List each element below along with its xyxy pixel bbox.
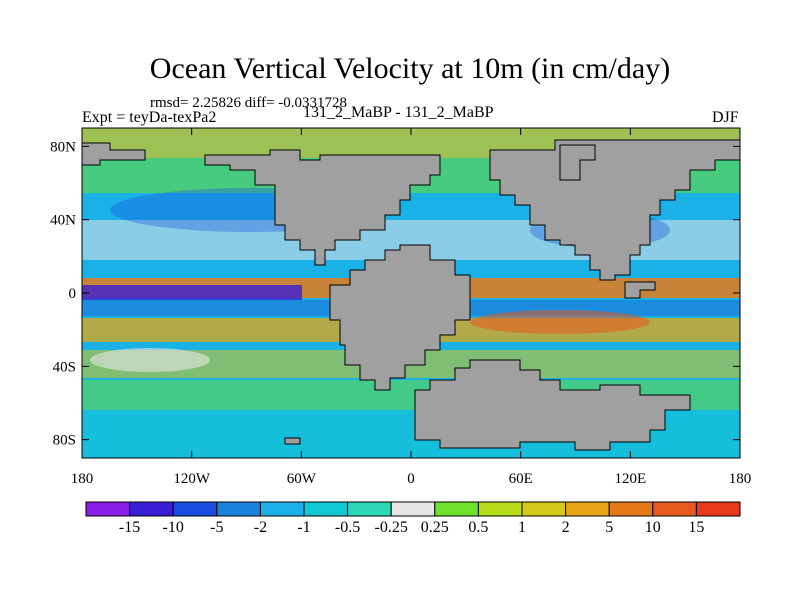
colorbar-swatch — [259, 501, 305, 517]
colorbar-label: 0.5 — [468, 519, 488, 536]
ocean-field — [82, 128, 740, 458]
field-patch-indian-ocean — [470, 310, 650, 334]
colorbar-swatch — [652, 501, 697, 517]
colorbar-label: 1 — [518, 519, 526, 536]
land-alaska-west — [82, 142, 146, 166]
land-island-south — [284, 437, 301, 445]
colorbar-swatch — [172, 501, 218, 517]
chart-title: Ocean Vertical Velocity at 10m (in cm/da… — [149, 52, 671, 85]
colorbar-swatch — [85, 501, 131, 517]
colorbar-swatch — [608, 501, 654, 517]
field-patch-south-pacific — [90, 348, 210, 372]
x-tick-label: 120E — [614, 471, 646, 487]
colorbar-swatch — [347, 501, 392, 517]
colorbar-swatch — [521, 501, 567, 517]
stats-label: rmsd= 2.25826 diff= -0.0331728 — [150, 95, 348, 111]
y-tick-label: 80N — [50, 139, 76, 155]
colorbar-label: -1 — [297, 519, 310, 536]
y-tick-label: 40N — [50, 213, 76, 229]
colorbar-label: -15 — [119, 519, 140, 536]
colorbar-label: 2 — [562, 519, 570, 536]
x-tick-label: 180 — [729, 471, 752, 487]
land-masses — [82, 139, 740, 451]
runs-label: 131_2_MaBP - 131_2_MaBP — [303, 104, 494, 121]
land-islands — [624, 281, 656, 299]
x-tick-label: 60E — [509, 471, 533, 487]
x-tick-label: 180 — [71, 471, 94, 487]
experiment-label: Expt = teyDa-texPa2 — [82, 109, 217, 126]
x-tick-label: 60W — [287, 471, 317, 487]
colorbar-label: -0.25 — [375, 519, 408, 536]
colorbar-swatch — [129, 501, 174, 517]
land-antarctica — [414, 359, 691, 451]
season-label: DJF — [712, 109, 739, 126]
colorbar-swatch — [695, 501, 741, 517]
colorbar-label: 15 — [688, 519, 704, 536]
y-tick-label: 80S — [53, 433, 76, 449]
land-scandinavia — [559, 144, 596, 181]
land-eurasia — [489, 139, 740, 281]
colorbar-swatch — [565, 501, 610, 517]
colorbar-swatch — [477, 501, 523, 517]
land-south-america — [329, 244, 471, 391]
colorbar-label: 0.25 — [421, 519, 449, 536]
colorbar-swatch — [390, 501, 436, 517]
colorbar-label: -10 — [163, 519, 184, 536]
colorbar-label: -2 — [254, 519, 267, 536]
colorbar-swatch — [303, 501, 349, 517]
colorbar-label: -0.5 — [335, 519, 360, 536]
y-tick-label: 0 — [69, 286, 77, 302]
colorbar-label: 5 — [605, 519, 613, 536]
land-north-america — [204, 149, 441, 266]
y-tick-label: 40S — [53, 359, 76, 375]
colorbar-swatch — [216, 501, 261, 517]
colorbar-label: 10 — [645, 519, 661, 536]
colorbar-swatch — [434, 501, 479, 517]
field-band-equator-pacific — [82, 285, 302, 300]
x-tick-label: 0 — [407, 471, 415, 487]
colorbar-label: -5 — [210, 519, 223, 536]
x-tick-label: 120W — [173, 471, 211, 487]
